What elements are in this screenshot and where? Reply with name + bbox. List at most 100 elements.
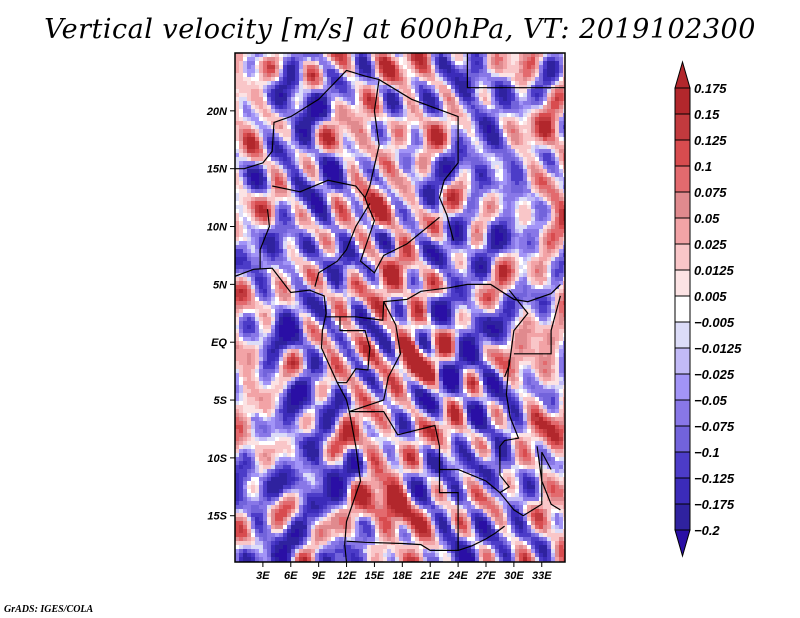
field-cell <box>367 77 371 81</box>
field-cell <box>267 197 271 201</box>
field-cell <box>455 101 459 105</box>
field-cell <box>407 93 411 97</box>
field-cell <box>527 165 531 169</box>
field-cell <box>299 181 303 185</box>
field-cell <box>347 281 351 285</box>
field-cell <box>295 57 299 61</box>
field-cell <box>327 77 331 81</box>
field-cell <box>303 145 307 149</box>
field-cell <box>319 57 323 61</box>
field-cell <box>267 117 271 121</box>
field-cell <box>323 153 327 157</box>
field-cell <box>415 149 419 153</box>
field-cell <box>375 73 379 77</box>
field-cell <box>559 197 563 201</box>
field-cell <box>531 149 535 153</box>
field-cell <box>523 73 527 77</box>
field-cell <box>395 149 399 153</box>
field-cell <box>275 161 279 165</box>
field-cell <box>415 53 419 57</box>
field-cell <box>379 77 383 81</box>
field-cell <box>335 117 339 121</box>
field-cell <box>495 117 499 121</box>
field-cell <box>471 53 475 57</box>
field-cell <box>259 125 263 129</box>
field-cell <box>447 225 451 229</box>
field-cell <box>479 69 483 73</box>
field-cell <box>475 93 479 97</box>
field-cell <box>379 161 383 165</box>
field-cell <box>275 209 279 213</box>
field-cell <box>243 277 247 281</box>
field-cell <box>283 229 287 233</box>
field-cell <box>271 253 275 257</box>
field-cell <box>515 137 519 141</box>
field-cell <box>463 213 467 217</box>
field-cell <box>295 185 299 189</box>
field-cell <box>391 197 395 201</box>
field-cell <box>475 213 479 217</box>
field-cell <box>411 129 415 133</box>
field-cell <box>363 145 367 149</box>
field-cell <box>559 133 563 137</box>
field-cell <box>367 109 371 113</box>
field-cell <box>343 269 347 273</box>
field-cell <box>535 221 539 225</box>
field-cell <box>279 129 283 133</box>
field-cell <box>323 277 327 281</box>
field-cell <box>463 265 467 269</box>
field-cell <box>279 229 283 233</box>
field-cell <box>475 285 479 289</box>
field-cell <box>547 137 551 141</box>
field-cell <box>451 209 455 213</box>
field-cell <box>383 233 387 237</box>
field-cell <box>467 169 471 173</box>
field-cell <box>515 205 519 209</box>
field-cell <box>399 89 403 93</box>
field-cell <box>475 281 479 285</box>
field-cell <box>563 189 565 193</box>
field-cell <box>543 89 547 93</box>
field-cell <box>283 161 287 165</box>
field-cell <box>543 241 547 245</box>
field-cell <box>399 237 403 241</box>
field-cell <box>459 165 463 169</box>
field-cell <box>443 189 447 193</box>
field-cell <box>339 213 343 217</box>
field-cell <box>243 205 247 209</box>
field-cell <box>507 285 511 289</box>
field-cell <box>551 277 555 281</box>
field-cell <box>443 69 447 73</box>
field-cell <box>275 189 279 193</box>
field-cell <box>267 229 271 233</box>
field-cell <box>347 105 351 109</box>
field-cell <box>559 125 563 129</box>
field-cell <box>555 73 559 77</box>
field-cell <box>515 177 519 181</box>
field-cell <box>475 85 479 89</box>
field-cell <box>367 253 371 257</box>
field-cell <box>499 233 503 237</box>
field-cell <box>563 197 565 201</box>
field-cell <box>479 177 483 181</box>
field-cell <box>515 69 519 73</box>
field-cell <box>463 237 467 241</box>
field-cell <box>539 205 543 209</box>
field-cell <box>395 281 399 285</box>
field-cell <box>523 225 527 229</box>
field-cell <box>367 153 371 157</box>
field-cell <box>375 217 379 221</box>
field-cell <box>495 57 499 61</box>
field-cell <box>339 221 343 225</box>
field-cell <box>447 133 451 137</box>
field-cell <box>467 229 471 233</box>
field-cell <box>407 153 411 157</box>
field-cell <box>539 253 543 257</box>
field-cell <box>383 125 387 129</box>
field-cell <box>547 165 551 169</box>
field-cell <box>495 169 499 173</box>
field-cell <box>363 205 367 209</box>
field-cell <box>291 137 295 141</box>
field-cell <box>523 289 527 293</box>
field-cell <box>359 69 363 73</box>
